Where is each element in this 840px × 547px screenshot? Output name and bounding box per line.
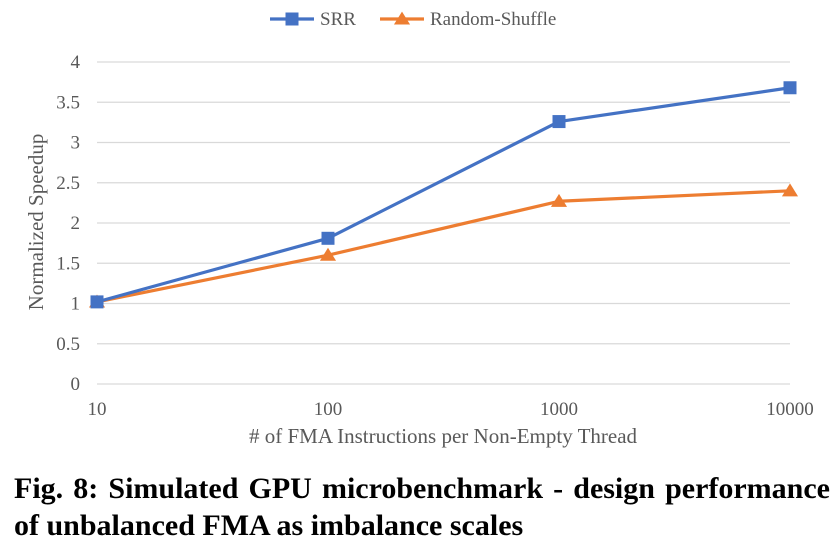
y-axis-ticks: 0 0.5 1 1.5 2 2.5 3 3.5 4 [56,52,80,395]
data-point [783,81,797,95]
legend-label: Random-Shuffle [430,9,556,30]
data-point [90,295,104,309]
x-axis-ticks: 10 100 1000 10000 [88,399,814,420]
data-point [393,11,411,25]
series-lines [88,81,799,309]
x-axis-label: # of FMA Instructions per Non-Empty Thre… [249,424,638,448]
data-point [285,12,299,26]
series-line [96,86,791,304]
legend-label: SRR [320,9,356,30]
y-tick-label: 0.5 [56,334,80,355]
x-tick-label: 10000 [766,399,814,420]
y-tick-label: 2.5 [56,173,80,194]
y-tick-label: 4 [71,52,81,73]
data-point [781,183,799,197]
y-tick-label: 1.5 [56,253,80,274]
y-axis-label: Normalized Speedup [24,134,48,311]
legend-item: Random-Shuffle [380,9,556,30]
data-point [550,193,568,207]
data-point [552,115,566,129]
y-tick-label: 3 [71,133,81,154]
gridlines [97,61,790,385]
legend-item: SRR [270,9,356,30]
y-tick-label: 2 [71,213,81,234]
x-tick-label: 100 [314,399,343,420]
series-line [96,189,791,304]
series-random-shuffle [88,183,799,308]
line-chart: 0 0.5 1 1.5 2 2.5 3 3.5 4 10 100 1000 10000 SRR Rand… [24,9,814,448]
series-srr [90,81,797,309]
y-tick-label: 0 [71,374,81,395]
x-tick-label: 10 [88,399,107,420]
y-tick-label: 3.5 [56,92,80,113]
data-point [321,231,335,245]
data-point [319,247,337,261]
legend: SRR Random-Shuffle [270,9,556,30]
y-tick-label: 1 [71,294,81,315]
figure-caption: Fig. 8: Simulated GPU microbenchmark - d… [14,472,830,542]
x-tick-label: 1000 [540,399,578,420]
